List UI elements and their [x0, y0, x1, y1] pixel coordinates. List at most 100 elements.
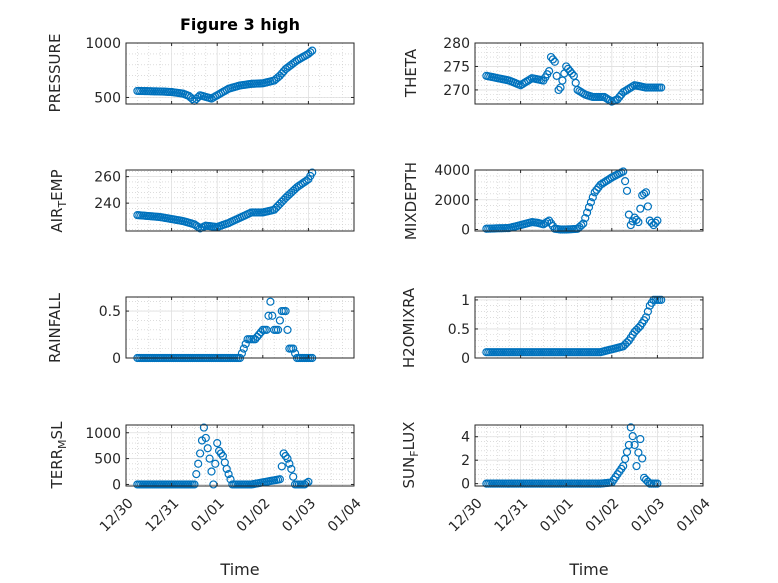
- data-point: [308, 46, 317, 55]
- axes-box: [474, 169, 704, 232]
- x-tick-label: 01/03: [628, 495, 668, 535]
- data-point: [643, 307, 653, 316]
- x-tick-label: 01/02: [234, 495, 274, 535]
- axes-box: [125, 424, 355, 487]
- data-point: [550, 57, 559, 66]
- y-tick-label: 4000: [434, 163, 470, 179]
- data-point: [215, 446, 224, 455]
- y-tick-label: 0: [461, 223, 470, 239]
- data-point: [579, 219, 588, 228]
- data-point: [287, 464, 296, 474]
- data-point: [525, 75, 535, 84]
- data-point: [628, 432, 637, 441]
- y-tick-label: 2: [461, 453, 470, 469]
- y-tick-label: 0: [461, 477, 470, 493]
- data-point: [581, 214, 590, 223]
- data-point: [285, 459, 294, 468]
- data-point: [620, 177, 630, 186]
- data-point: [199, 423, 208, 432]
- panel-mixdepth: 0 0.5 RAINFALL: [46, 292, 355, 367]
- data-point: [653, 216, 662, 225]
- data-point: [639, 189, 649, 198]
- x-tick-label: 01/02: [583, 495, 623, 535]
- x-tick-label: 01/04: [325, 495, 365, 535]
- y-tick-label: 0.5: [448, 322, 470, 338]
- data-point: [636, 434, 645, 444]
- data-point: [643, 477, 653, 486]
- data-point: [624, 440, 634, 450]
- x-tick-label: 01/01: [537, 495, 577, 535]
- data-point: [634, 217, 643, 227]
- y-tick-label: 280: [443, 36, 470, 52]
- y-axis-label: SUNFLUX: [400, 422, 421, 489]
- y-tick-label: 270: [443, 83, 470, 99]
- data-point: [203, 444, 212, 453]
- data-point: [657, 83, 666, 92]
- data-point: [651, 218, 660, 227]
- y-axis-label: TERRMSL: [48, 421, 69, 490]
- data-point: [281, 451, 290, 461]
- x-tick-label: 12/30: [97, 495, 137, 535]
- data-point: [264, 311, 273, 320]
- x-tick-label: 01/03: [279, 495, 319, 535]
- data-point: [222, 464, 231, 474]
- y-axis-label: H2OMIXRA: [400, 287, 418, 368]
- y-tick-label: 275: [443, 59, 470, 75]
- y-tick-label: 1000: [85, 36, 121, 52]
- data-point: [196, 449, 205, 458]
- data-point: [275, 475, 284, 484]
- panel-pressure: Figure 3 high PRESSURE 500 1000: [46, 15, 355, 113]
- x-axis-label: Time: [568, 560, 608, 579]
- x-tick-label: 01/04: [674, 495, 714, 535]
- data-point: [641, 188, 651, 197]
- data-point: [641, 313, 651, 322]
- panel-rainfall: 0 2000 4000 MIXDEPTH: [402, 162, 704, 240]
- y-tick-label: 4: [461, 430, 470, 446]
- data-point: [273, 325, 283, 334]
- y-axis-label: RAINFALL: [46, 292, 64, 363]
- axes-box: [125, 169, 355, 232]
- data-point: [632, 215, 641, 224]
- data-point: [262, 325, 271, 334]
- x-tick-label: 12/31: [491, 495, 531, 535]
- data-point: [194, 92, 203, 102]
- data-point: [201, 433, 210, 443]
- data-point: [283, 325, 292, 334]
- data-point: [653, 479, 662, 488]
- data-point: [567, 69, 577, 78]
- y-tick-label: 500: [94, 452, 121, 468]
- axes-box: [474, 296, 704, 359]
- data-point: [636, 204, 645, 213]
- y-axis-label: PRESSURE: [46, 34, 64, 113]
- y-tick-label: 240: [94, 196, 121, 212]
- data-point: [283, 454, 292, 463]
- y-tick-label: 2000: [434, 193, 470, 209]
- data-point: [543, 217, 552, 226]
- data-point: [634, 448, 643, 457]
- y-tick-label: 0: [112, 477, 121, 493]
- axes-box: [125, 42, 355, 105]
- y-tick-label: 0: [112, 351, 121, 367]
- y-tick-label: 500: [94, 90, 121, 106]
- data-point: [626, 423, 635, 432]
- data-point: [302, 479, 311, 488]
- data-point: [207, 467, 216, 476]
- data-point: [588, 193, 597, 202]
- x-tick-label: 12/31: [142, 495, 182, 535]
- data-point: [584, 203, 594, 212]
- data-point: [638, 454, 647, 463]
- data-point: [194, 459, 203, 468]
- data-point: [277, 462, 286, 471]
- y-axis-label: AIRTEMP: [48, 169, 69, 232]
- data-point: [552, 71, 561, 80]
- data-point: [239, 344, 248, 353]
- data-point: [188, 94, 197, 104]
- data-point: [619, 167, 628, 176]
- data-point: [281, 306, 290, 316]
- data-point: [306, 48, 315, 57]
- panel-air-temp: AIRTEMP 240 260: [48, 168, 355, 233]
- data-point: [213, 438, 222, 448]
